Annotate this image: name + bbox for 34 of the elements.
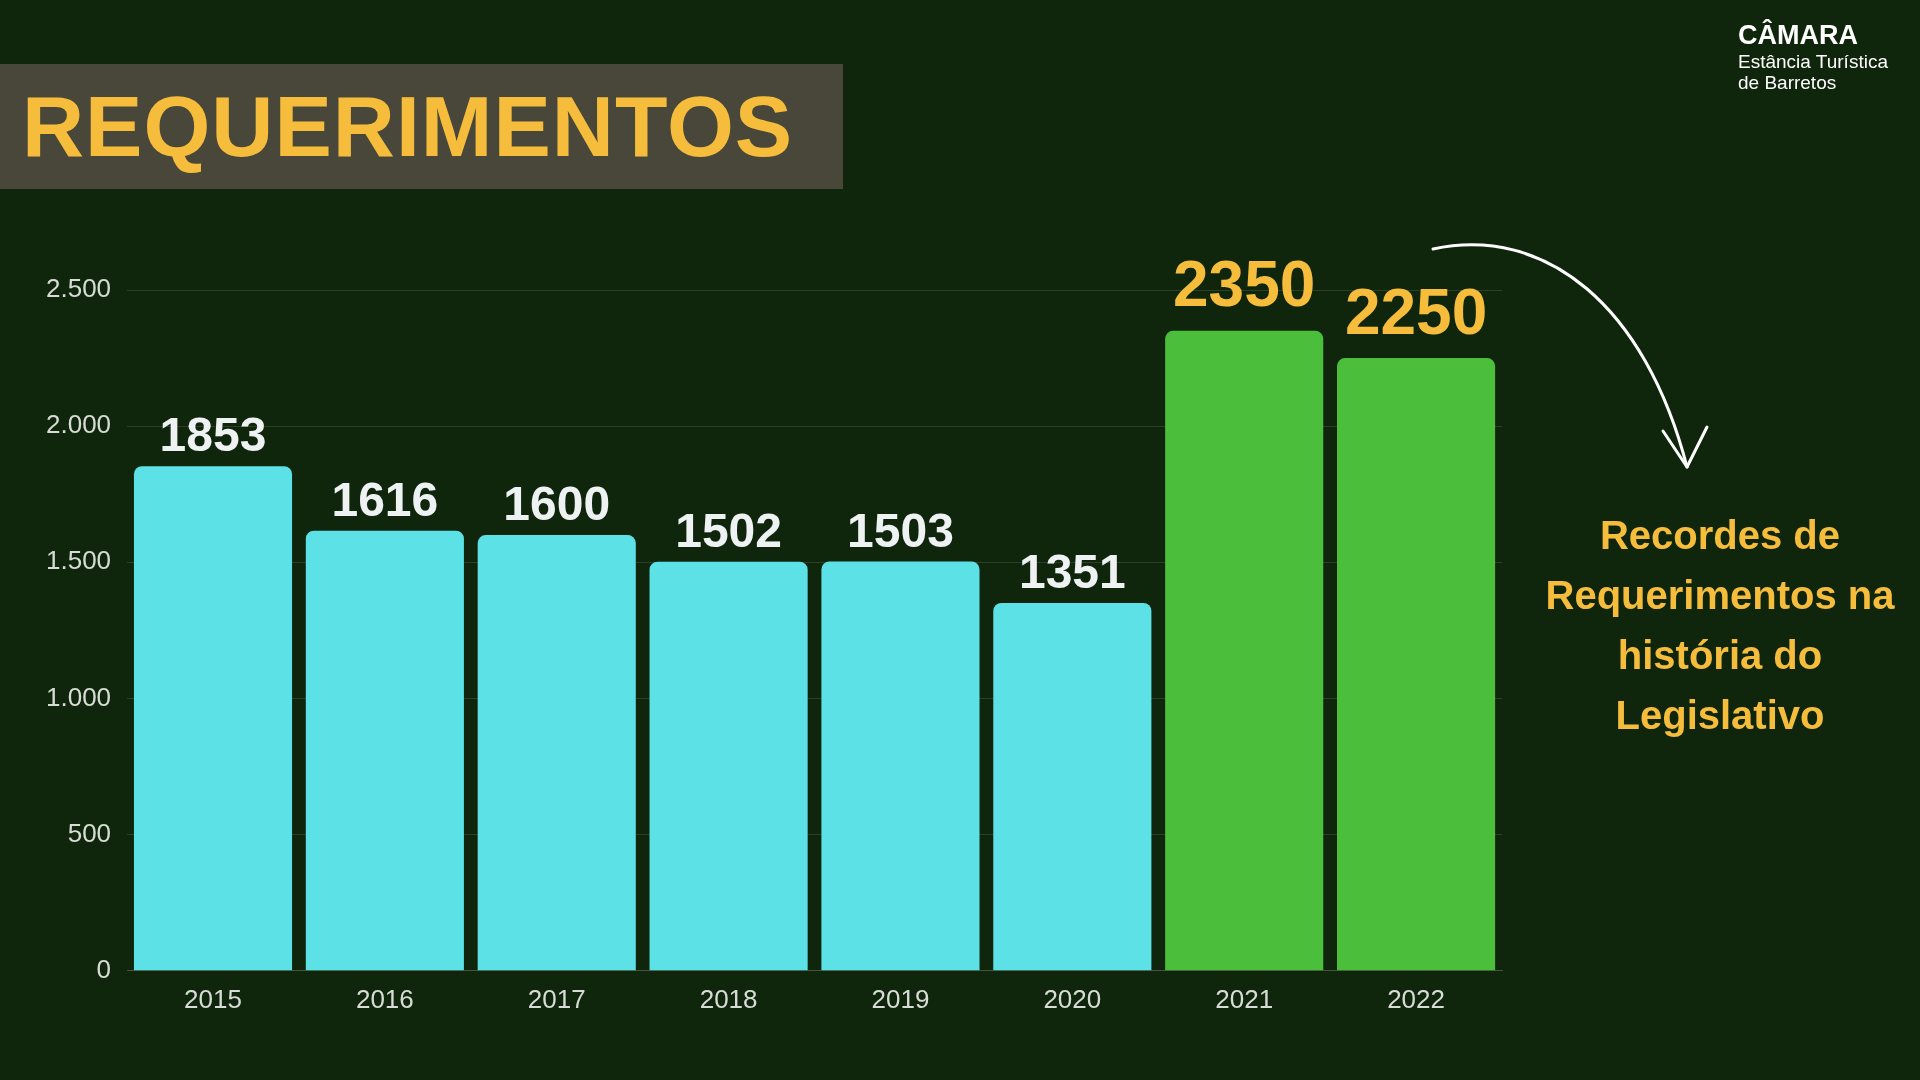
- y-tick-label: 1.000: [45, 681, 112, 712]
- x-tick-label: 2018: [699, 983, 758, 1014]
- bar: [305, 530, 464, 971]
- x-tick-label: 2019: [871, 983, 930, 1014]
- bar: [649, 561, 808, 971]
- data-label: 1351: [1018, 545, 1126, 599]
- data-label: 2350: [1173, 248, 1316, 321]
- data-label: 1853: [159, 408, 267, 462]
- text: CÂMARA: [1738, 20, 1859, 51]
- data-label: 1502: [675, 504, 782, 558]
- x-tick-label: 2016: [355, 983, 414, 1014]
- data-label: 1503: [847, 503, 954, 557]
- bar: [821, 561, 980, 971]
- data-label: 2250: [1344, 275, 1488, 348]
- x-tick-label: 2015: [184, 983, 242, 1014]
- data-label: 1616: [331, 472, 439, 526]
- x-tick-label: 2020: [1043, 983, 1102, 1014]
- y-tick-label: 0: [96, 953, 112, 984]
- y-tick-label: 500: [67, 817, 112, 848]
- text: Estância Turística de Barretos: [1738, 51, 1889, 93]
- data-label: 1600: [503, 477, 611, 531]
- bar: [477, 535, 636, 971]
- y-tick-label: 1.500: [45, 545, 112, 576]
- bar: [993, 602, 1152, 971]
- y-tick-label: 2.000: [45, 409, 112, 440]
- bar: [1337, 358, 1496, 971]
- bar: [133, 466, 293, 971]
- x-tick-label: 2022: [1387, 983, 1445, 1014]
- bar: [1165, 330, 1324, 971]
- x-tick-label: 2021: [1215, 983, 1274, 1014]
- text: Recordes de Requerimentos na história do Legislativo: [1544, 512, 1896, 739]
- x-tick-label: 2017: [527, 983, 586, 1014]
- chart-title: REQUERIMENTOS: [0, 64, 844, 189]
- y-tick-label: 2.500: [45, 273, 112, 304]
